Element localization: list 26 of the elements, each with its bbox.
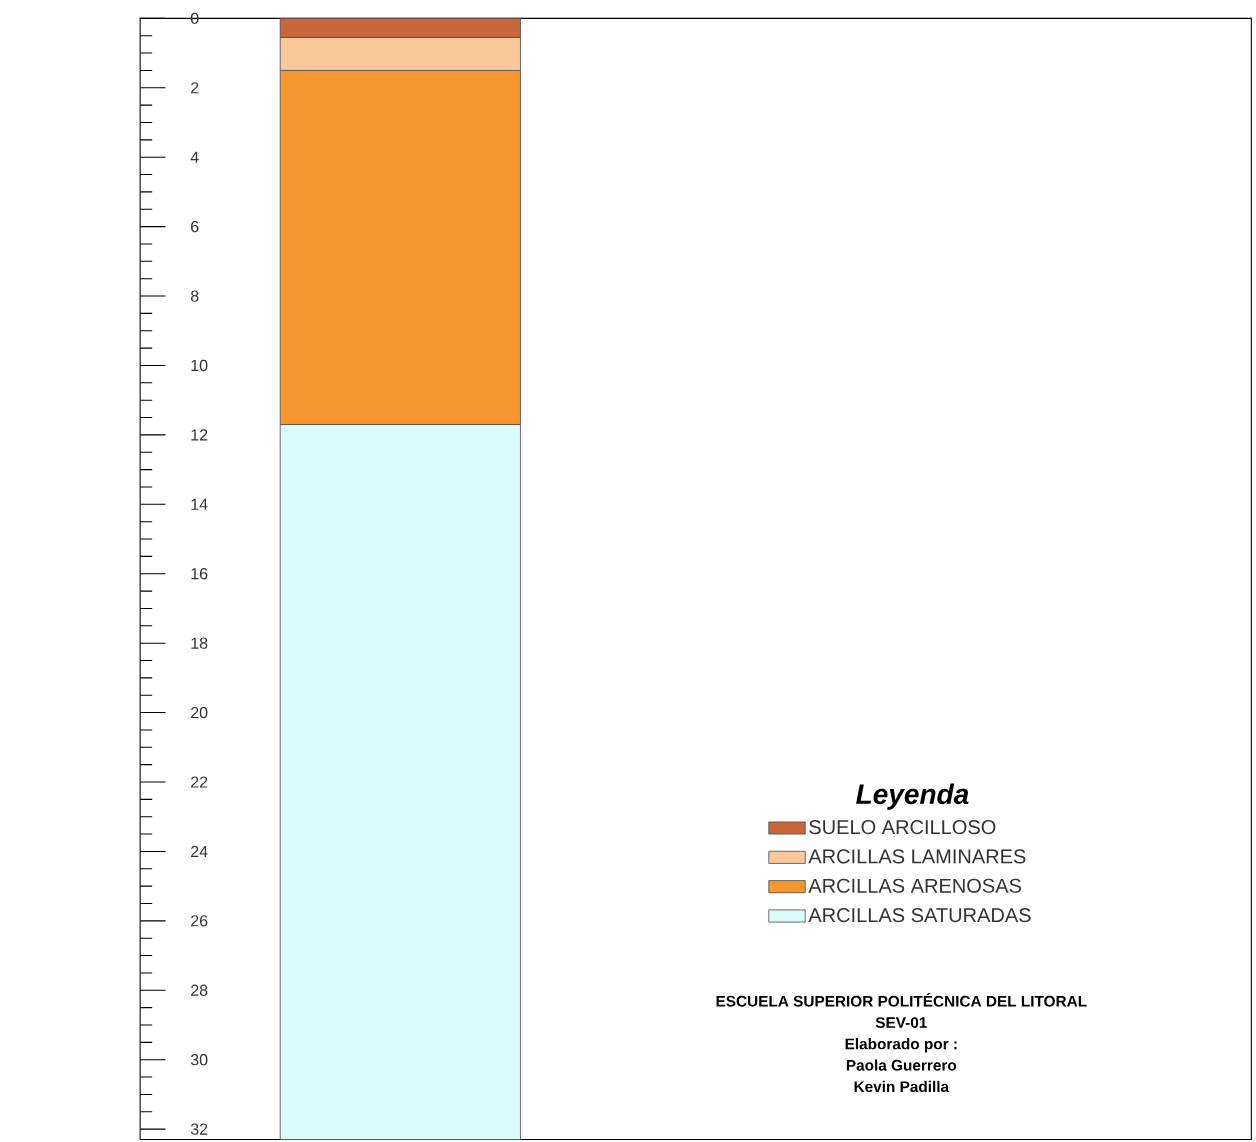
y-tick-label: 14 xyxy=(191,498,208,510)
y-tick-label: 8 xyxy=(190,290,199,302)
y-tick-label: 28 xyxy=(191,984,208,996)
y-tick-label: 22 xyxy=(191,776,208,788)
text: Kevin Padilla xyxy=(854,1080,950,1092)
legend-label: SUELO ARCILLOSO xyxy=(809,819,996,835)
text: Elaborado por : xyxy=(845,1038,957,1053)
y-tick-label: 10 xyxy=(191,359,208,372)
y-tick-label: 6 xyxy=(191,220,199,233)
text: Paola Guerrero xyxy=(846,1059,957,1071)
text: ESCUELA SUPERIOR POLITÉCNICA DEL LITORAL xyxy=(716,992,1087,1007)
y-tick-label: 2 xyxy=(191,82,199,94)
y-tick-label: 12 xyxy=(191,429,208,441)
y-tick-label: 16 xyxy=(191,567,208,580)
y-tick-label: 4 xyxy=(190,151,199,163)
text: SEV-01 xyxy=(875,1017,927,1028)
legend-title: Leyenda xyxy=(856,783,969,810)
y-tick-label: 18 xyxy=(191,637,208,649)
y-tick-label: 26 xyxy=(191,915,208,927)
y-tick-label: 30 xyxy=(190,1053,208,1066)
y-tick-label: 24 xyxy=(191,845,208,857)
legend-label: ARCILLAS SATURADAS xyxy=(808,907,1031,923)
y-tick-label: 20 xyxy=(191,706,208,719)
y-tick-label: 32 xyxy=(190,1123,208,1135)
legend-label: ARCILLAS ARENOSAS xyxy=(808,878,1021,893)
legend-label: ARCILLAS LAMINARES xyxy=(808,849,1026,864)
